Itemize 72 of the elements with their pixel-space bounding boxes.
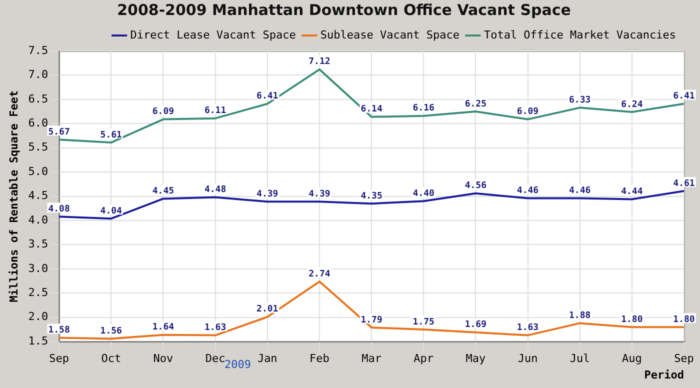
data-label: 4.61 [673,178,695,189]
data-label: 4.48 [204,185,226,196]
legend-label: Direct Lease Vacant Space [130,28,296,42]
x-tick-label: Sep [674,352,694,366]
legend-label: Sublease Vacant Space [320,28,460,42]
y-tick-label: 5.5 [28,140,48,154]
data-label: 2.74 [308,269,331,280]
y-tick-label: 4.0 [28,213,48,226]
data-label: 4.44 [621,187,644,198]
data-label: 6.33 [569,96,591,106]
data-label: 4.35 [360,191,382,202]
y-tick-label: 7.0 [28,68,48,82]
data-label: 1.80 [621,314,643,325]
text: 2009 [224,358,252,371]
data-label: 6.25 [464,99,487,110]
data-label: 5.67 [48,127,70,138]
y-tick-label: 5.0 [28,164,48,178]
x-tick-label: Feb [310,352,330,366]
data-label: 4.46 [516,186,539,196]
data-label: 4.39 [308,189,330,200]
x-tick-label: Sep [49,352,70,366]
chart-title: 2008-2009 Manhattan Downtown Office Vacant Space [117,0,571,19]
data-label: 1.56 [100,326,122,337]
data-label: 6.09 [516,107,539,118]
y-axis-title: Millions of Rentable Square Feet [7,90,20,302]
data-label: 1.69 [464,320,487,330]
x-tick-label: Jul [570,352,590,366]
x-axis-title: Period [644,368,684,382]
data-label: 1.63 [204,323,226,334]
y-tick-label: 6.5 [28,92,48,106]
y-tick-label: 2.0 [28,310,48,324]
data-label: 2.01 [256,304,278,315]
x-tick-label: Oct [101,352,122,366]
y-tick-label: 1.5 [28,334,48,348]
data-label: 6.11 [204,106,226,116]
legend-label: Total Office Market Vacancies [484,28,676,42]
data-label: 4.40 [412,188,434,199]
data-label: 4.45 [152,186,174,197]
data-label: 1.88 [569,311,591,322]
y-tick-label: 2.5 [28,286,48,300]
data-label: 1.58 [48,326,70,336]
y-tick-label: 3.0 [28,262,48,275]
data-label: 4.08 [48,204,70,214]
x-tick-label: Nov [153,352,174,366]
x-tick-label: Dec [205,352,226,366]
data-label: 7.12 [308,57,330,68]
data-label: 1.75 [412,317,434,328]
data-label: 1.79 [360,315,382,326]
data-label: 1.80 [673,314,695,325]
y-tick-label: 3.5 [28,238,48,251]
data-label: 1.63 [516,323,539,334]
x-tick-label: Mar [362,352,382,366]
data-label: 5.61 [100,130,122,140]
y-tick-label: 6.0 [28,116,48,130]
data-label: 6.41 [256,92,278,102]
data-label: 6.41 [673,92,695,102]
data-label: 4.56 [464,181,487,192]
y-tick-label: 4.5 [28,189,48,202]
data-label: 6.09 [152,107,174,118]
data-label: 1.64 [152,322,175,333]
data-label: 4.04 [100,206,123,216]
y-tick-label: 7.5 [28,44,48,57]
data-label: 6.16 [412,104,434,114]
data-label: 4.39 [256,189,278,200]
x-tick-label: Apr [414,352,434,366]
data-label: 6.14 [360,104,383,115]
x-tick-label: Jun [518,352,538,366]
x-tick-label: Jan [257,352,278,366]
data-label: 4.46 [569,186,591,196]
data-label: 6.24 [621,100,644,110]
x-tick-label: Aug [622,352,642,366]
x-tick-label: May [466,352,486,366]
